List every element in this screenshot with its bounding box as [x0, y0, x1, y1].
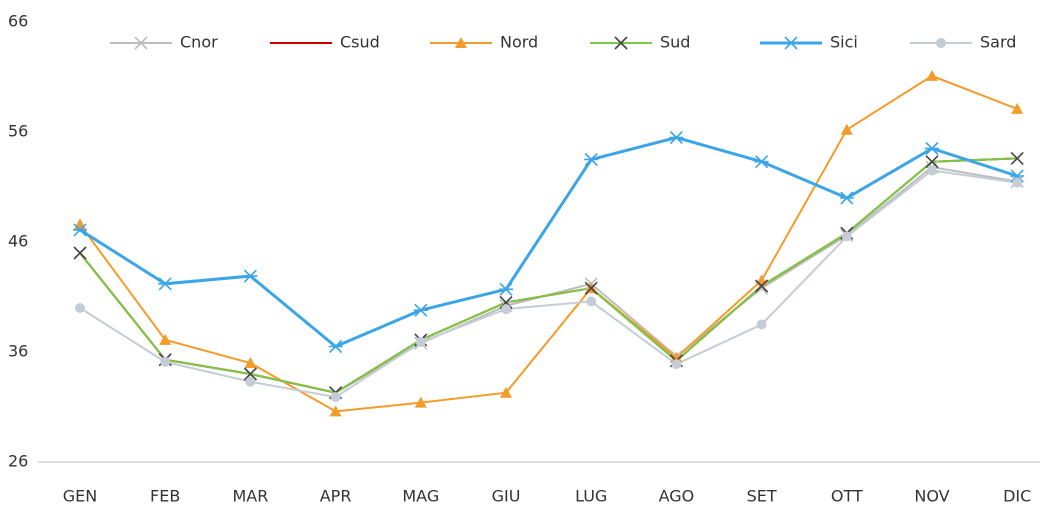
legend-item: Sud	[590, 33, 690, 52]
legend-marker	[455, 37, 467, 48]
y-tick-label: 56	[8, 122, 28, 141]
x-tick-label: DIC	[1003, 487, 1031, 506]
point	[586, 296, 597, 307]
point	[245, 376, 256, 387]
legend-label: Sud	[660, 33, 690, 52]
point	[925, 155, 939, 169]
legend-marker	[784, 36, 798, 50]
point	[75, 303, 85, 313]
point	[754, 155, 769, 169]
legend-label: Sici	[830, 33, 858, 52]
point	[840, 123, 853, 135]
point	[755, 279, 769, 293]
point	[414, 396, 427, 408]
x-tick-label: SET	[747, 487, 777, 506]
legend-label: Nord	[500, 33, 538, 52]
point	[74, 218, 86, 230]
point	[160, 356, 171, 367]
point	[670, 351, 683, 363]
point	[926, 69, 938, 81]
legend-marker	[614, 36, 628, 50]
point	[925, 141, 939, 156]
legend-item: Sici	[760, 33, 858, 52]
point	[243, 367, 257, 381]
point	[500, 386, 512, 398]
point	[669, 130, 684, 145]
y-tick-label: 36	[8, 342, 28, 361]
legend-label: Sard	[980, 33, 1016, 52]
point	[329, 405, 342, 417]
point	[413, 303, 428, 317]
point	[244, 357, 257, 368]
x-tick-label: MAG	[402, 487, 439, 506]
x-tick-label: GIU	[492, 487, 521, 506]
legend-label: Cnor	[180, 33, 218, 52]
point	[841, 231, 852, 242]
point	[243, 269, 258, 283]
point	[584, 281, 598, 295]
legend-item: Csud	[270, 33, 380, 52]
y-tick-label: 66	[8, 12, 28, 31]
line	[79, 157, 1018, 394]
point	[1012, 177, 1023, 188]
x-tick-label: FEB	[150, 487, 180, 506]
x-tick-label: GEN	[63, 487, 97, 506]
point	[839, 191, 854, 205]
point	[415, 337, 426, 348]
point	[501, 304, 511, 315]
x-tick-label: APR	[320, 487, 352, 506]
legend-item: Sard	[910, 33, 1016, 52]
point	[1010, 151, 1024, 165]
legend-item: Cnor	[110, 33, 218, 52]
x-tick-label: NOV	[914, 487, 949, 506]
line	[79, 169, 1018, 399]
point	[73, 246, 87, 260]
point	[330, 392, 341, 403]
legend-label: Csud	[340, 33, 380, 52]
x-tick-label: MAR	[232, 487, 268, 506]
point	[159, 333, 172, 345]
point	[927, 165, 937, 176]
point	[328, 339, 343, 354]
x-tick-label: AGO	[659, 487, 695, 506]
y-tick-label: 26	[8, 452, 28, 471]
point	[73, 223, 87, 237]
point	[1011, 102, 1024, 114]
point	[158, 277, 173, 291]
legend-item: Nord	[430, 33, 538, 52]
point	[671, 359, 682, 370]
x-tick-label: LUG	[575, 487, 607, 506]
point	[755, 274, 768, 286]
line	[79, 135, 1018, 349]
x-tick-label: OTT	[831, 487, 863, 506]
y-tick-label: 46	[8, 232, 28, 251]
point	[756, 319, 767, 330]
point	[584, 152, 599, 167]
point	[499, 282, 513, 296]
line	[79, 74, 1018, 413]
legend-marker	[936, 38, 946, 48]
legend-marker	[134, 36, 148, 50]
line	[79, 157, 1018, 394]
